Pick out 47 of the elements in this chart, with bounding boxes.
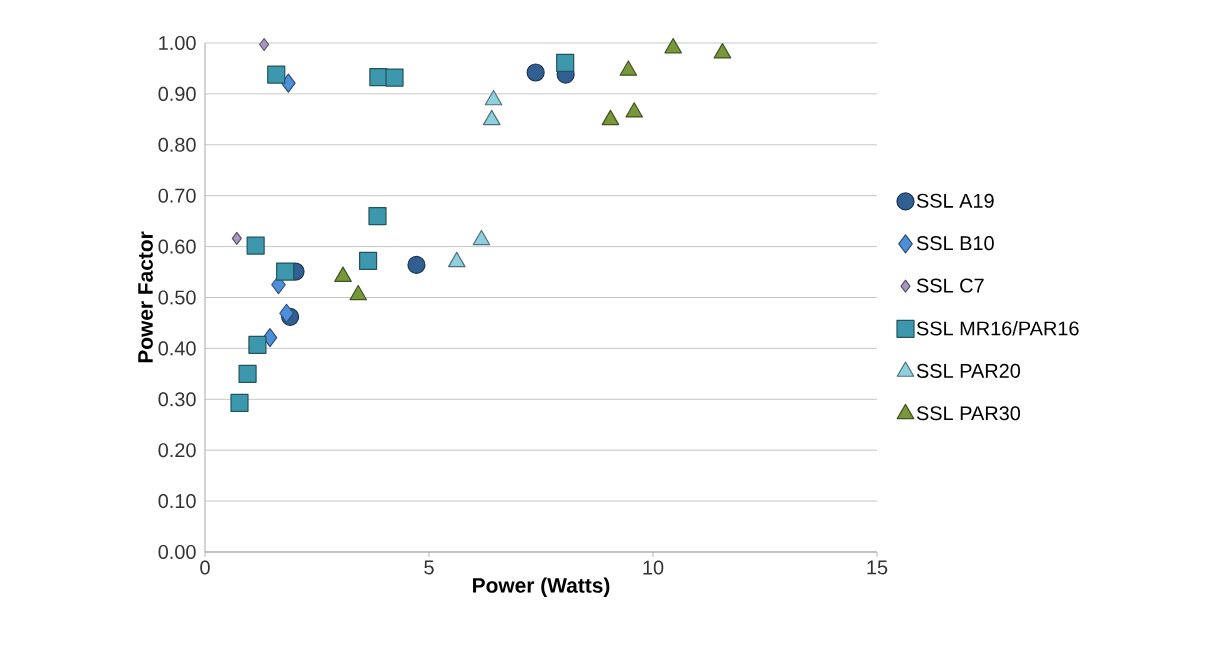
point [407, 255, 426, 275]
point [259, 37, 270, 52]
y-axis-title: Power Factor [138, 231, 153, 363]
x-tick-label: 5 [424, 560, 434, 575]
y-tick-label: 0.90 [158, 86, 196, 101]
point [248, 335, 267, 354]
y-tick-label: 0.00 [158, 544, 196, 560]
point [279, 303, 294, 323]
point [664, 37, 682, 54]
point [276, 262, 295, 281]
point [358, 251, 378, 270]
legend-label: SSL B10 [916, 236, 994, 251]
x-tick-label: 15 [867, 560, 888, 575]
y-tick-label: 0.70 [158, 188, 196, 203]
y-tick-label: 0.60 [158, 239, 196, 254]
point [713, 43, 732, 59]
point [484, 89, 503, 106]
point [447, 251, 466, 268]
point [238, 364, 257, 383]
x-axis-title: Power (Watts) [473, 577, 610, 597]
point [601, 109, 620, 126]
point [267, 65, 286, 84]
point [556, 53, 575, 72]
y-tick-label: 1.00 [159, 35, 196, 51]
y-tick-label: 0.20 [158, 443, 196, 458]
point [231, 231, 242, 246]
y-tick-label: 0.50 [158, 290, 196, 305]
point [230, 393, 249, 412]
point [619, 60, 638, 76]
legend-label: SSL MR16/PAR16 [916, 320, 1079, 336]
legend-label: SSL PAR20 [916, 363, 1021, 378]
legend-label: SSL A19 [916, 193, 994, 208]
point [246, 236, 265, 255]
point [482, 109, 501, 126]
point [625, 102, 644, 118]
point [526, 63, 545, 82]
legend-label: SSL PAR30 [916, 406, 1021, 421]
y-tick-label: 0.30 [158, 392, 196, 407]
point [385, 68, 404, 87]
x-tick-label: 0 [200, 560, 210, 575]
y-tick-label: 0.10 [158, 494, 196, 509]
point [472, 229, 491, 246]
y-tick-label: 0.80 [158, 137, 196, 152]
y-tick-label: 0.40 [158, 341, 196, 356]
legend-label: SSL C7 [916, 278, 984, 293]
x-tick-label: 10 [643, 560, 664, 575]
point [368, 206, 387, 226]
